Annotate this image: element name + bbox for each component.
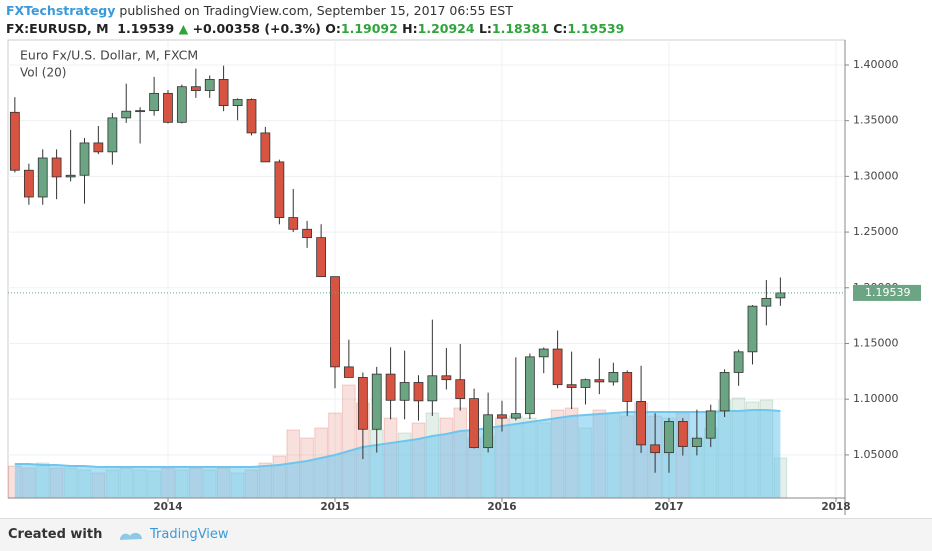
x-tick-label: 2015 [320, 501, 349, 513]
candle-body [636, 401, 646, 446]
candle-body [538, 348, 549, 358]
candle-body [524, 356, 535, 415]
candle-body [455, 379, 466, 400]
x-tick-label: 2014 [153, 501, 182, 513]
candle-body [343, 366, 354, 378]
candle-body [469, 398, 479, 449]
header-line-1: FXTechstrategy published on TradingView.… [6, 3, 513, 18]
x-tick-label: 2016 [487, 501, 516, 513]
candle-body [176, 86, 187, 123]
candle-body [121, 110, 132, 119]
candle-body [664, 421, 674, 454]
y-tick-label: 1.30000 [853, 169, 899, 182]
arrow: ▲ [178, 21, 189, 36]
candle-body [594, 379, 605, 383]
candle-body [302, 228, 312, 239]
candle-body [719, 372, 730, 412]
candle-body [288, 217, 299, 230]
ohlc-o-label: O: [325, 21, 341, 36]
candle-body [677, 421, 688, 447]
y-tick-label: 1.05000 [853, 448, 899, 461]
volume-label: Vol (20) [20, 66, 66, 80]
candle-body [246, 99, 257, 134]
candle-body [330, 276, 340, 368]
ohlc-c: 1.19539 [567, 21, 625, 36]
created-with: Created with [8, 527, 103, 542]
price: 1.19539 [117, 21, 175, 36]
candle-body [107, 117, 118, 153]
volume-ma-area [14, 410, 781, 498]
candle-body [705, 410, 716, 439]
x-tick-label: 2018 [821, 501, 850, 513]
symbol: FX:EURUSD, M [6, 21, 109, 36]
ohlc-l: 1.18381 [491, 21, 549, 36]
candle-body [357, 377, 368, 430]
candle-body [135, 110, 145, 113]
brand[interactable]: TradingView [150, 527, 229, 542]
candle-body [608, 372, 619, 383]
y-tick-label: 1.40000 [853, 58, 899, 71]
candle-body [23, 169, 34, 198]
y-tick-label: 1.10000 [853, 392, 899, 405]
ohlc-c-label: C: [553, 21, 568, 36]
brand-logo [120, 532, 142, 540]
candle-body [580, 379, 591, 388]
candle-body [747, 305, 758, 353]
volume-ma-line [14, 409, 781, 468]
author[interactable]: FXTechstrategy [6, 3, 116, 18]
candle-body [9, 111, 20, 171]
last-price-box [853, 284, 921, 301]
chart: Euro Fx/U.S. Dollar, M, FXCM Vol (20) 1.… [7, 39, 921, 515]
candle-body [163, 92, 173, 123]
candle-body [497, 414, 507, 419]
header-line-2: FX:EURUSD, M 1.19539 ▲ +0.00358 (+0.3%) … [6, 21, 624, 36]
candle-body [51, 157, 62, 178]
candle-body [37, 157, 48, 198]
candle-body [691, 437, 702, 447]
candle-body [427, 375, 438, 402]
candle-body [775, 292, 786, 299]
candle-body [385, 373, 396, 401]
candle-body [316, 237, 327, 278]
candle-body [650, 444, 661, 454]
last-price-label: 1.19539 [865, 286, 911, 299]
candle-body [218, 79, 229, 107]
candle-body [260, 132, 271, 163]
y-tick-label: 1.25000 [853, 225, 899, 238]
candle-body [483, 414, 494, 449]
published: published on TradingView.com, September … [119, 3, 513, 18]
candle-body [204, 79, 215, 91]
ohlc-h-label: H: [402, 21, 418, 36]
candle-body [761, 297, 772, 307]
chart-title: Euro Fx/U.S. Dollar, M, FXCM [20, 48, 198, 63]
candle-body [622, 372, 633, 402]
candle-body [441, 375, 452, 381]
y-tick-label: 1.15000 [853, 336, 899, 349]
ohlc-h: 1.20924 [417, 21, 475, 36]
candle-body [413, 382, 424, 402]
x-tick-label: 2017 [654, 501, 683, 513]
candle-body [232, 99, 243, 107]
candle-body [79, 142, 90, 176]
change: +0.00358 (+0.3%) [192, 21, 321, 36]
candle-body [510, 413, 521, 419]
candle-body [552, 348, 563, 386]
candle-body [93, 142, 104, 153]
footer: Created with TradingView [0, 518, 932, 551]
candle-body [149, 92, 160, 112]
candle-body [274, 161, 285, 218]
candle-body [566, 384, 577, 388]
candle-body [733, 351, 744, 373]
ohlc-l-label: L: [478, 21, 492, 36]
candle-body [190, 86, 201, 91]
ohlc-o: 1.19092 [340, 21, 398, 36]
candle-body [65, 174, 76, 178]
marks [8, 40, 845, 499]
y-tick-label: 1.35000 [853, 114, 899, 127]
candle-body [371, 373, 382, 430]
candle-body [399, 382, 410, 401]
